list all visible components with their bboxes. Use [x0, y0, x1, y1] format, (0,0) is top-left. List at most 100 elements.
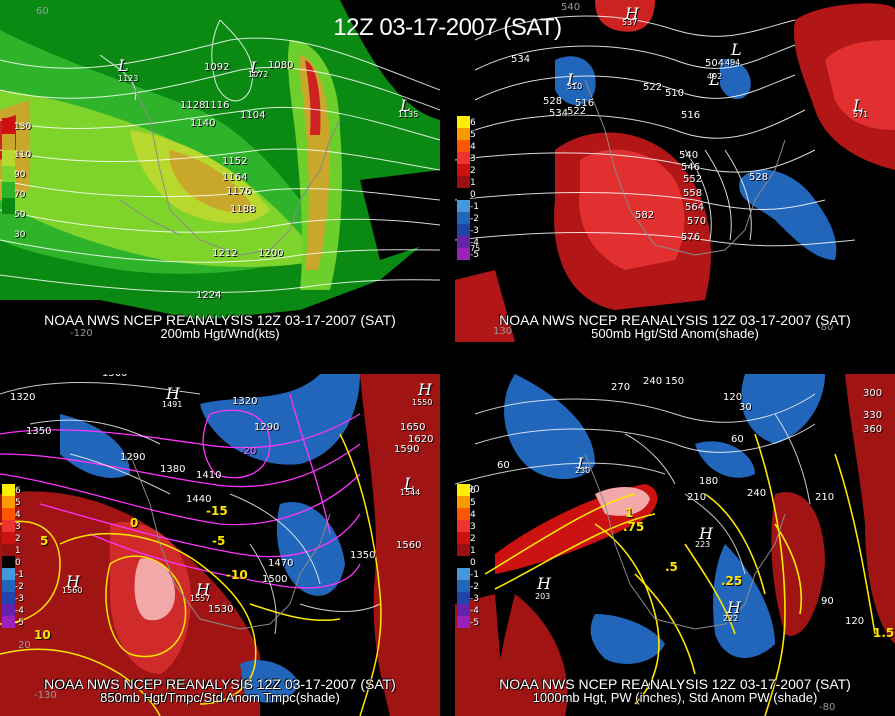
contour-label: 60 — [497, 460, 510, 471]
contour-label: 1470 — [268, 558, 294, 569]
contour-label: 1152 — [222, 156, 248, 167]
panel-caption: NOAA NWS NCEP REANALYSIS 12Z 03-17-2007 … — [499, 676, 851, 692]
legend-label: -5 — [15, 618, 24, 628]
contour-label: 546 — [681, 162, 701, 173]
high-value-850-2: 1550 — [412, 398, 433, 407]
contour-label: 528 — [543, 96, 563, 107]
longitude-label: 20 — [18, 640, 31, 651]
low-system-200-1: L — [118, 56, 129, 75]
temp-anomaly-label: -20 — [240, 446, 257, 457]
contour-label: 120 — [723, 392, 743, 403]
legend-label: -1 — [470, 202, 479, 212]
legend-label: 0 — [15, 558, 21, 568]
legend-label: 1 — [470, 178, 476, 188]
contour-label: 534 — [511, 54, 531, 65]
legend-label: 130 — [14, 122, 32, 132]
contour-label: 180 — [699, 476, 719, 487]
legend-label: 4 — [15, 510, 21, 520]
legend-label: 3 — [470, 522, 476, 532]
temp-label: 5 — [40, 534, 49, 548]
color-legend-500 — [457, 116, 470, 260]
legend-label: 90 — [14, 170, 26, 180]
contour-label: 1500 — [102, 374, 127, 379]
contour-label: 1224 — [196, 290, 222, 301]
contour-label: 1650 — [400, 422, 426, 433]
legend-label: 0 — [470, 190, 476, 200]
contour-label: 1290 — [120, 452, 146, 463]
legend-label: 3 — [470, 154, 476, 164]
low-value-1000: 230 — [575, 466, 591, 475]
contour-label: 1410 — [196, 470, 222, 481]
contour-label: 1200 — [258, 248, 284, 259]
legend-label: -3 — [470, 594, 479, 604]
contour-label: 570 — [687, 216, 707, 227]
contour-label: 522 — [643, 82, 663, 93]
contour-label: 540 — [679, 150, 699, 161]
legend-label: 2 — [470, 166, 476, 176]
contour-label: 210 — [687, 492, 707, 503]
contour-label: 1560 — [396, 540, 422, 551]
low-value-200-3: 1135 — [398, 110, 419, 119]
map-1000mb — [455, 374, 895, 716]
contour-label: 1104 — [240, 110, 266, 121]
legend-label: 6 — [15, 486, 21, 496]
contour-label: 1350 — [350, 550, 376, 561]
panel-1000mb: H 203 H 223 H 222 L 230 270 240 150 120 … — [455, 374, 895, 716]
pw-label: .5 — [665, 560, 678, 574]
longitude-label: -120 — [70, 328, 93, 339]
longitude-label: -80 — [817, 322, 834, 333]
legend-label: 5 — [470, 498, 476, 508]
legend-label: -5 — [470, 618, 479, 628]
contour-label: 60 — [731, 434, 744, 445]
high-system-850-1: H — [166, 384, 180, 403]
contour-label: 330 — [863, 410, 883, 421]
low-value-200-1: 1123 — [118, 74, 139, 83]
legend-label: -2 — [470, 582, 479, 592]
temp-label: -10 — [226, 568, 248, 582]
high-system-1000-2: H — [699, 524, 713, 543]
contour-label: 1080 — [268, 60, 294, 71]
low-system-500-1: L — [567, 70, 578, 89]
legend-label: 0 — [470, 558, 476, 568]
contour-label: 552 — [683, 174, 703, 185]
high-system-1000-1: H — [537, 574, 551, 593]
legend-label: -4 — [470, 238, 479, 248]
longitude-label: -80 — [819, 702, 836, 713]
pw-label: .75 — [623, 520, 645, 534]
contour-label: 360 — [863, 424, 883, 435]
contour-label: 1380 — [160, 464, 186, 475]
legend-label: -1 — [15, 570, 24, 580]
legend-label: 4 — [470, 142, 476, 152]
panel-200mb: L 1123 L 1072 L 1135 1092 1080 1128 1116… — [0, 0, 440, 342]
low-system-200-3: L — [400, 96, 411, 115]
panel-caption: NOAA NWS NCEP REANALYSIS 12Z 03-17-2007 … — [44, 676, 396, 692]
low-value-500-5: 575 — [465, 244, 481, 253]
contour-label: 1140 — [190, 118, 216, 129]
low-system-200-2: L — [250, 58, 261, 77]
panel-850mb: H 1491 H 1550 H 1557 L 1544 H 1560 1500 … — [0, 374, 440, 716]
legend-label: 1 — [470, 546, 476, 556]
high-value-850-4: 1560 — [62, 586, 83, 595]
pw-label: 1.5 — [873, 626, 895, 640]
contour-label: 1290 — [254, 422, 280, 433]
map-200mb — [0, 0, 440, 342]
pw-label: 1 — [625, 506, 634, 520]
legend-label: 1 — [15, 546, 21, 556]
high-system-850-2: H — [418, 380, 432, 399]
map-title: 12Z 03-17-2007 (SAT) — [333, 14, 562, 41]
high-value-1000-2: 223 — [695, 540, 711, 549]
temp-label: 0 — [130, 516, 139, 530]
contour-label: 1440 — [186, 494, 212, 505]
legend-label: -5 — [470, 250, 479, 260]
low-system-500-4: L — [853, 96, 864, 115]
contour-label: 1320 — [232, 396, 258, 407]
legend-label: 5 — [470, 130, 476, 140]
panel-500mb: H 537 L 510 L 494 L 492 L 571 575 534 52… — [455, 0, 895, 342]
longitude-label: 130 — [493, 326, 513, 337]
contour-label: 582 — [635, 210, 655, 221]
legend-label: -2 — [15, 582, 24, 592]
contour-label: 516 — [575, 98, 595, 109]
low-value-850: 1544 — [400, 488, 421, 497]
contour-label: 1500 — [262, 574, 288, 585]
contour-label: 30 — [739, 402, 752, 413]
